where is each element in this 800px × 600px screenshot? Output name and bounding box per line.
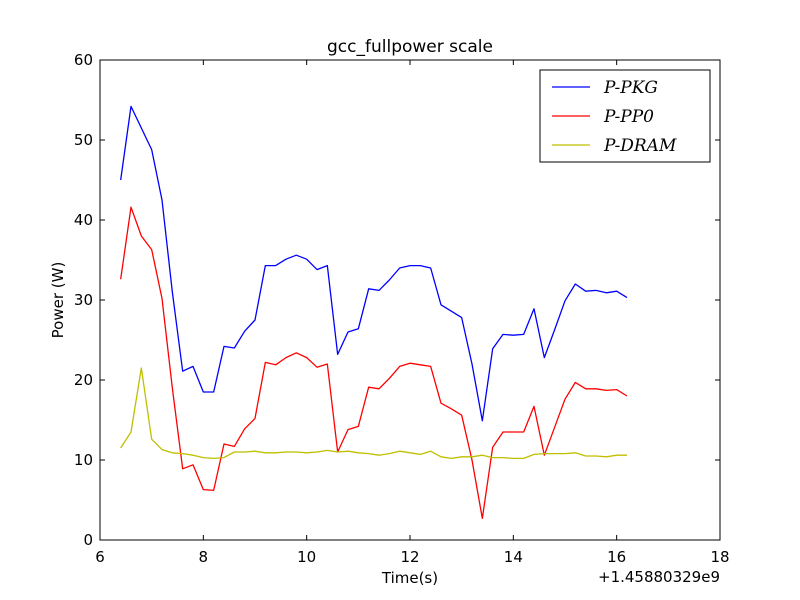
x-tick-label: 12 [400,548,419,566]
legend-label-p-pp0: P-PP0 [603,107,654,127]
x-axis-label: Time(s) [381,569,438,587]
axis-ticks [99,59,721,541]
y-tick-label: 20 [74,371,93,389]
x-tick-label: 8 [199,548,209,566]
y-tick-label: 40 [74,211,93,229]
series-lines [120,105,628,520]
y-tick-label: 0 [83,531,93,549]
series-line-p-pkg [120,105,628,422]
y-tick-label: 60 [74,51,93,69]
x-tick-label: 14 [504,548,523,566]
legend-label-p-dram: P-DRAM [603,136,677,156]
plot-frame [99,59,721,541]
chart-title: gcc_fullpower scale [327,37,493,57]
series-line-p-pp0 [120,206,628,520]
y-tick-label: 30 [74,291,93,309]
series-line-p-dram [120,367,627,460]
legend: P-PKG P-PP0 P-DRAM [539,69,711,163]
y-tick-label: 50 [74,131,93,149]
legend-label-p-pkg: P-PKG [603,78,658,98]
y-axis-label: Power (W) [49,262,67,339]
axis-tick-labels: 6 8 10 12 14 16 18 0 10 20 30 40 50 60 [74,51,730,566]
x-tick-label: 18 [710,548,729,566]
x-offset-label: +1.45880329e9 [598,568,720,586]
x-tick-label: 6 [95,548,105,566]
x-tick-label: 10 [297,548,316,566]
y-tick-label: 10 [74,451,93,469]
x-tick-label: 16 [607,548,626,566]
